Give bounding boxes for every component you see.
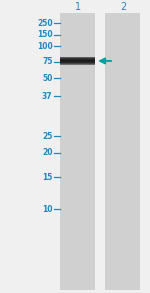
- Bar: [60, 58, 94, 59]
- Text: 37: 37: [42, 92, 52, 100]
- Bar: [60, 61, 94, 62]
- Bar: [60, 63, 94, 64]
- Bar: [60, 64, 94, 65]
- Text: 150: 150: [37, 30, 52, 39]
- Bar: [60, 57, 94, 58]
- Text: 50: 50: [42, 74, 52, 83]
- Bar: [60, 64, 94, 65]
- Bar: [60, 60, 94, 61]
- Bar: [60, 62, 94, 63]
- Bar: [60, 59, 94, 60]
- Bar: [60, 57, 94, 58]
- Bar: [60, 62, 94, 63]
- Text: 2: 2: [120, 2, 126, 12]
- Bar: [60, 59, 94, 60]
- Bar: [60, 63, 94, 64]
- Text: 100: 100: [37, 42, 52, 50]
- Text: 75: 75: [42, 57, 52, 66]
- Text: 1: 1: [75, 2, 81, 12]
- Text: 20: 20: [42, 149, 52, 157]
- Text: 10: 10: [42, 205, 52, 214]
- Bar: [60, 61, 94, 62]
- Bar: [60, 60, 94, 61]
- Bar: [60, 13, 94, 290]
- Text: 15: 15: [42, 173, 52, 182]
- Bar: [60, 58, 94, 59]
- Text: 250: 250: [37, 19, 52, 28]
- Text: 25: 25: [42, 132, 52, 141]
- Bar: [105, 13, 140, 290]
